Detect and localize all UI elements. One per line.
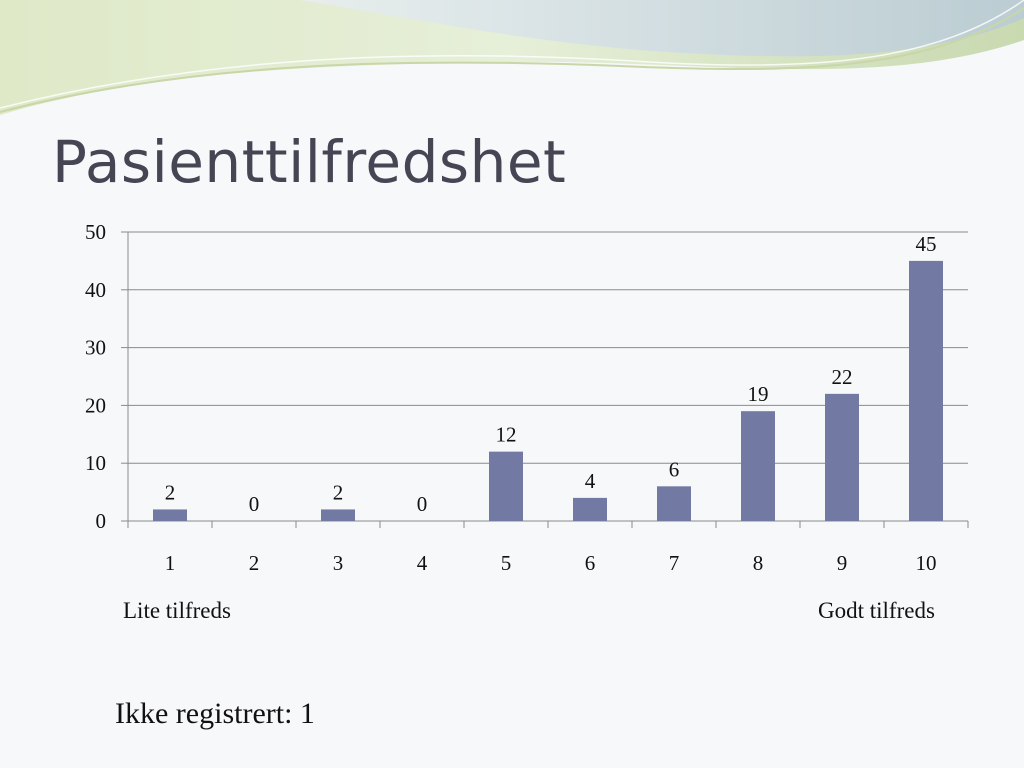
x-tick-label: 4 bbox=[417, 551, 428, 575]
y-tick-label: 0 bbox=[96, 509, 107, 533]
data-label: 12 bbox=[496, 423, 517, 447]
scale-low-label: Lite tilfreds bbox=[123, 598, 231, 623]
bar bbox=[153, 509, 187, 521]
bar bbox=[741, 411, 775, 521]
x-tick-label: 10 bbox=[916, 551, 937, 575]
x-tick-label: 1 bbox=[165, 551, 176, 575]
bar bbox=[321, 509, 355, 521]
y-tick-label: 20 bbox=[85, 393, 106, 417]
data-label: 0 bbox=[417, 492, 428, 516]
data-label: 2 bbox=[165, 480, 176, 504]
scale-high-label: Godt tilfreds bbox=[818, 598, 935, 623]
x-tick-label: 7 bbox=[669, 551, 680, 575]
data-label: 6 bbox=[669, 457, 680, 481]
slide-title: Pasienttilfredshet bbox=[52, 128, 567, 196]
data-label: 0 bbox=[249, 492, 260, 516]
x-tick-label: 8 bbox=[753, 551, 764, 575]
header-wave-decoration bbox=[0, 0, 1024, 115]
x-tick-label: 9 bbox=[837, 551, 848, 575]
bar bbox=[489, 451, 523, 521]
data-label: 45 bbox=[916, 232, 937, 256]
x-tick-label: 3 bbox=[333, 551, 344, 575]
y-tick-label: 40 bbox=[85, 278, 106, 302]
y-tick-label: 10 bbox=[85, 451, 106, 475]
y-tick-label: 50 bbox=[85, 220, 106, 244]
data-label: 2 bbox=[333, 480, 344, 504]
y-tick-label: 30 bbox=[85, 336, 106, 360]
data-label: 4 bbox=[585, 469, 596, 493]
data-label: 22 bbox=[832, 365, 853, 389]
data-label: 19 bbox=[748, 382, 769, 406]
unregistered-note: Ikke registrert: 1 bbox=[115, 697, 315, 730]
x-tick-label: 2 bbox=[249, 551, 260, 575]
bar bbox=[909, 260, 943, 521]
bar bbox=[825, 393, 859, 521]
x-tick-label: 5 bbox=[501, 551, 512, 575]
bar bbox=[657, 486, 691, 521]
bars bbox=[153, 260, 943, 521]
bar bbox=[573, 497, 607, 521]
x-tick-label: 6 bbox=[585, 551, 596, 575]
